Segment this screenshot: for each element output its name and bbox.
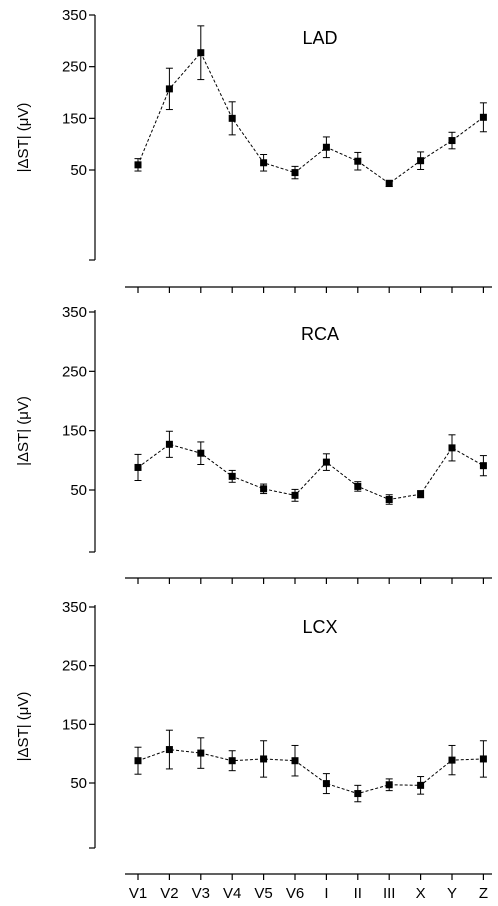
- series-line-rca: [137, 443, 484, 501]
- x-tick-label-II: II: [354, 885, 362, 902]
- data-point-lad-V6: [291, 169, 299, 177]
- x-tick-label-V4: V4: [223, 885, 241, 902]
- data-point-lcx-Z: [479, 755, 487, 763]
- data-point-lcx-X: [417, 781, 425, 789]
- y-axis-label-lcx: |ΔST| (μV): [15, 692, 32, 762]
- data-point-rca-V2: [165, 440, 173, 448]
- data-point-lcx-V4: [228, 757, 236, 765]
- panel-rca: 50 150 250 350 |ΔST| (μV) RCA: [15, 304, 492, 584]
- panel-lad: 50 150 250 350 |ΔST| (μV) LAD: [15, 7, 492, 293]
- panel-title-lad: LAD: [302, 28, 337, 48]
- panel-title-lcx: LCX: [302, 617, 337, 637]
- x-tick-label-V3: V3: [192, 885, 210, 902]
- data-point-lad-V5: [260, 159, 268, 167]
- x-tick-label-V6: V6: [286, 885, 304, 902]
- data-point-lad-III: [385, 179, 393, 187]
- y-tick-label-lcx-50: 50: [70, 775, 87, 792]
- y-tick-label-rca-150: 150: [62, 423, 87, 440]
- data-point-lad-II: [354, 157, 362, 165]
- x-tick-label-III: III: [383, 885, 396, 902]
- data-point-rca-V4: [228, 472, 236, 480]
- data-point-lad-Z: [479, 113, 487, 121]
- y-tick-label-lcx-250: 250: [62, 658, 87, 675]
- data-point-lcx-II: [354, 790, 362, 798]
- data-point-lcx-V1: [134, 757, 142, 765]
- data-point-lcx-I: [322, 780, 330, 788]
- data-point-rca-X: [417, 490, 425, 498]
- data-point-lad-Y: [448, 137, 456, 145]
- series-line-lad: [137, 51, 484, 185]
- y-tick-label-rca-350: 350: [62, 304, 87, 321]
- y-axis-label-lad: |ΔST| (μV): [15, 103, 32, 173]
- x-tick-label-V1: V1: [129, 885, 147, 902]
- y-tick-label-lcx-150: 150: [62, 716, 87, 733]
- data-point-rca-II: [354, 482, 362, 490]
- data-point-lcx-V5: [260, 755, 268, 763]
- data-point-lad-V4: [228, 114, 236, 122]
- data-point-rca-V3: [197, 449, 205, 457]
- data-point-lcx-V6: [291, 757, 299, 765]
- panel-title-rca: RCA: [301, 324, 339, 344]
- data-point-lcx-Y: [448, 756, 456, 764]
- data-point-lad-V3: [197, 49, 205, 57]
- data-point-lad-V1: [134, 161, 142, 169]
- y-tick-label-lad-350: 350: [62, 7, 87, 24]
- y-tick-label-lad-50: 50: [70, 162, 87, 179]
- x-tick-label-X: X: [416, 885, 426, 902]
- y-tick-label-lad-250: 250: [62, 59, 87, 76]
- data-point-rca-V5: [260, 485, 268, 493]
- data-point-rca-V6: [291, 491, 299, 499]
- series-line-lcx: [137, 749, 484, 795]
- x-tick-label-Z: Z: [479, 885, 488, 902]
- y-tick-label-rca-50: 50: [70, 482, 87, 499]
- y-tick-label-lcx-350: 350: [62, 599, 87, 616]
- data-point-lcx-V3: [197, 749, 205, 757]
- data-point-rca-V1: [134, 463, 142, 471]
- data-point-lcx-V2: [165, 746, 173, 754]
- x-tick-label-Y: Y: [447, 885, 457, 902]
- data-point-rca-Y: [448, 444, 456, 452]
- y-tick-label-lad-150: 150: [62, 110, 87, 127]
- x-tick-label-V2: V2: [160, 885, 178, 902]
- data-point-lad-V2: [165, 85, 173, 93]
- x-tick-label-V5: V5: [254, 885, 272, 902]
- data-point-lad-I: [322, 143, 330, 151]
- data-point-lad-X: [417, 157, 425, 165]
- y-axis-label-rca: |ΔST| (μV): [15, 396, 32, 466]
- y-tick-label-rca-250: 250: [62, 363, 87, 380]
- data-point-rca-III: [385, 495, 393, 503]
- data-point-rca-Z: [479, 462, 487, 470]
- panel-lcx: 50 150 250 350 |ΔST| (μV) LCX: [15, 599, 492, 880]
- data-point-rca-I: [322, 458, 330, 466]
- data-point-lcx-III: [385, 781, 393, 789]
- x-tick-label-I: I: [324, 885, 328, 902]
